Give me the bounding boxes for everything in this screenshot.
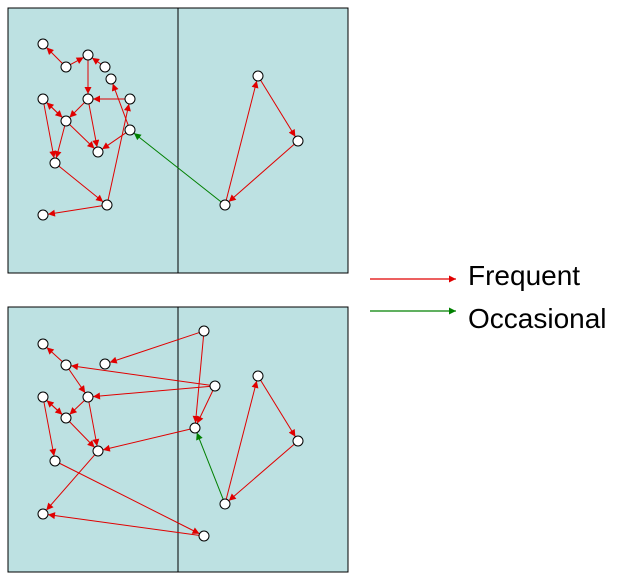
bottom-edge-g-to-h	[69, 400, 85, 415]
bottom-edge-g-to-j	[88, 401, 100, 447]
bottom-edge-b-to-g	[68, 368, 86, 394]
bottom-edge-n-to-o	[260, 379, 296, 438]
top-edge-b-to-c	[70, 56, 84, 66]
bottom-node-a	[37, 338, 49, 350]
top-edge-d-to-c	[91, 57, 102, 65]
top-edge-i-to-k	[69, 124, 95, 149]
bottom-node-d	[198, 325, 210, 337]
bottom-node-e	[209, 380, 221, 392]
bottom-edge-j-to-l	[45, 454, 96, 511]
top-edge-q-to-o	[225, 80, 259, 201]
top-node-l	[49, 157, 61, 169]
bottom-node-l	[37, 508, 49, 520]
bottom-edge-e-to-b	[70, 363, 211, 386]
top-node-o	[252, 70, 264, 82]
bottom-edge-e-to-i	[196, 390, 214, 424]
top-node-a	[37, 38, 49, 50]
bottom-edge-d-to-c	[109, 332, 200, 364]
bottom-edge-m-to-l	[47, 512, 200, 536]
top-edge-p-to-q	[228, 143, 295, 203]
top-edge-m-to-h	[107, 103, 131, 201]
top-node-q	[219, 199, 231, 211]
bottom-edge-e-to-g	[92, 385, 211, 400]
legend-frequent-label: Frequent	[468, 260, 580, 291]
bottom-panel-nodes	[37, 325, 304, 542]
bottom-node-c	[99, 358, 111, 370]
bottom-edge-o-to-p	[228, 443, 295, 502]
top-node-j	[124, 124, 136, 136]
bottom-panel-edges	[43, 332, 296, 536]
top-edge-i-to-l	[54, 125, 66, 159]
bottom-edge-b-to-a	[46, 347, 63, 362]
bottom-node-o	[292, 435, 304, 447]
bottom-edge-h-to-j	[69, 421, 95, 448]
top-edge-m-to-n	[47, 205, 103, 217]
top-panel	[7, 7, 349, 274]
legend: Frequent Occasional	[370, 260, 607, 334]
top-edge-g-to-k	[88, 103, 100, 148]
top-node-b	[60, 61, 72, 73]
top-node-c	[82, 49, 94, 61]
top-edge-f-to-i	[46, 102, 63, 118]
bottom-node-p	[219, 498, 231, 510]
bottom-node-m	[198, 530, 210, 542]
top-node-p	[292, 135, 304, 147]
top-edge-b-to-a	[46, 47, 63, 64]
top-node-m	[101, 199, 113, 211]
top-edge-q-to-j	[133, 132, 222, 203]
bottom-edge-k-to-m	[59, 462, 200, 535]
bottom-node-g	[82, 391, 94, 403]
bottom-node-h	[60, 412, 72, 424]
bottom-node-f	[37, 391, 49, 403]
top-node-i	[60, 115, 72, 127]
bottom-edge-f-to-k	[43, 401, 57, 457]
top-node-d	[99, 61, 111, 73]
bottom-node-n	[252, 370, 264, 382]
bottom-panel	[7, 306, 349, 573]
top-edge-g-to-i	[69, 102, 85, 118]
top-node-h	[124, 93, 136, 105]
bottom-edge-d-to-i	[192, 335, 205, 424]
top-node-n	[37, 209, 49, 221]
bottom-edge-p-to-i	[196, 432, 224, 500]
bottom-edge-f-to-h	[46, 400, 63, 415]
top-panel-edges	[43, 47, 296, 217]
top-node-e	[105, 73, 117, 85]
bottom-edge-i-to-j	[102, 428, 191, 452]
top-node-k	[92, 146, 104, 158]
bottom-node-i	[189, 422, 201, 434]
top-edge-f-to-l	[43, 103, 57, 159]
top-node-f	[37, 93, 49, 105]
top-edge-l-to-m	[58, 165, 104, 203]
legend-occasional-label: Occasional	[468, 303, 607, 334]
bottom-node-j	[92, 445, 104, 457]
bottom-edge-p-to-n	[225, 380, 259, 500]
bottom-node-b	[60, 359, 72, 371]
top-node-g	[82, 93, 94, 105]
top-edge-o-to-p	[260, 79, 296, 138]
top-panel-nodes	[37, 38, 304, 221]
bottom-node-k	[49, 455, 61, 467]
